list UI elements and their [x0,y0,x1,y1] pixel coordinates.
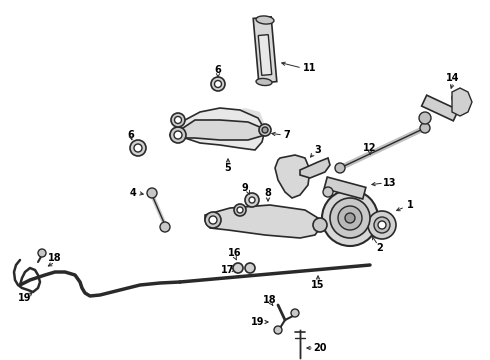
Text: 15: 15 [311,280,325,290]
Bar [421,95,459,121]
Ellipse shape [234,204,246,216]
Ellipse shape [313,218,327,232]
Ellipse shape [256,78,272,86]
Ellipse shape [174,131,182,139]
Text: 9: 9 [242,183,248,193]
Ellipse shape [368,211,396,239]
Ellipse shape [256,16,274,24]
Bar [324,177,366,199]
Ellipse shape [274,326,282,334]
Ellipse shape [245,193,259,207]
Ellipse shape [259,124,271,136]
Text: 6: 6 [215,65,221,75]
Ellipse shape [245,263,255,273]
Text: 11: 11 [303,63,317,73]
Ellipse shape [262,127,268,133]
Ellipse shape [147,188,157,198]
Ellipse shape [419,112,431,124]
Ellipse shape [345,213,355,223]
Text: 8: 8 [265,188,271,198]
Text: 20: 20 [313,343,327,353]
Ellipse shape [249,197,255,203]
Ellipse shape [335,163,345,173]
Text: 3: 3 [315,145,321,155]
Text: 17: 17 [221,265,235,275]
Ellipse shape [211,77,225,91]
Polygon shape [275,155,310,198]
Text: 19: 19 [251,317,265,327]
Ellipse shape [378,221,386,229]
Text: 13: 13 [383,178,397,188]
Text: 1: 1 [407,200,414,210]
Ellipse shape [160,222,170,232]
Text: 14: 14 [446,73,460,83]
Bar [258,35,272,75]
Ellipse shape [420,123,430,133]
Ellipse shape [170,127,186,143]
Text: 4: 4 [130,188,136,198]
Polygon shape [452,88,472,116]
Text: 19: 19 [18,293,32,303]
Ellipse shape [171,113,185,127]
Bar [253,17,277,83]
Ellipse shape [174,117,181,123]
Polygon shape [175,120,265,140]
Text: 12: 12 [363,143,377,153]
Ellipse shape [452,92,464,104]
Ellipse shape [374,217,390,233]
Ellipse shape [233,263,243,273]
Polygon shape [300,158,330,178]
Text: 6: 6 [127,130,134,140]
Text: 7: 7 [284,130,291,140]
Polygon shape [170,108,265,150]
Ellipse shape [338,206,362,230]
Ellipse shape [322,190,378,246]
Text: 2: 2 [377,243,383,253]
Ellipse shape [291,309,299,317]
Ellipse shape [330,198,370,238]
Ellipse shape [205,212,221,228]
Text: 16: 16 [228,248,242,258]
Ellipse shape [323,187,333,197]
Text: 5: 5 [224,163,231,173]
Ellipse shape [215,81,221,87]
Ellipse shape [38,249,46,257]
Ellipse shape [209,216,217,224]
Polygon shape [195,108,265,150]
Text: 18: 18 [263,295,277,305]
Ellipse shape [134,144,142,152]
Ellipse shape [237,207,243,213]
Text: 10: 10 [348,225,362,235]
Polygon shape [205,205,320,238]
Text: 18: 18 [48,253,62,263]
Ellipse shape [130,140,146,156]
